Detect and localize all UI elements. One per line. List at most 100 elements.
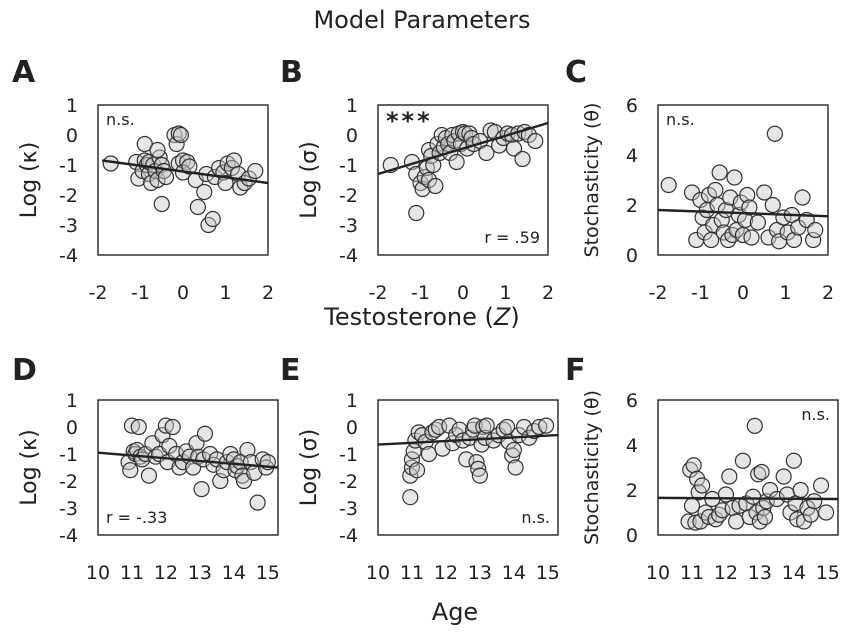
- x-tick-label: 14: [222, 562, 246, 584]
- y-tick-label: 2: [626, 480, 638, 502]
- data-point: [683, 497, 701, 514]
- x-tick-label: 0: [457, 282, 469, 304]
- regression-line: [377, 433, 559, 446]
- data-point: [225, 152, 243, 169]
- data-point: [692, 191, 709, 209]
- data-point: [448, 153, 465, 171]
- data-point: [217, 174, 234, 192]
- data-point: [538, 417, 555, 434]
- y-tick-label: -3: [59, 215, 78, 237]
- regression-line: [657, 496, 839, 501]
- data-point: [753, 463, 770, 481]
- data-point: [189, 198, 206, 216]
- x-tick-label: 14: [502, 562, 526, 584]
- plot-frame: [657, 399, 839, 536]
- plot-frame: [657, 104, 829, 256]
- data-point: [711, 164, 728, 181]
- data-point: [427, 177, 444, 195]
- significance-label: n.s.: [106, 110, 135, 129]
- x-axis-label-part: Z: [493, 303, 511, 331]
- x-tick-label: -2: [89, 282, 108, 304]
- y-tick-label: 0: [626, 245, 638, 267]
- x-tick-label: 2: [262, 282, 274, 304]
- data-point: [153, 195, 170, 213]
- figure-title: Model Parameters: [313, 6, 530, 34]
- x-tick-label: 13: [468, 562, 492, 584]
- data-point: [739, 186, 756, 204]
- plot-frame: [377, 399, 559, 536]
- significance-label: n.s.: [521, 508, 550, 527]
- x-tick-label: 11: [680, 562, 704, 584]
- y-tick-label: -2: [339, 185, 358, 207]
- data-point: [181, 158, 198, 175]
- data-point: [149, 141, 166, 159]
- data-point: [161, 437, 178, 454]
- x-tick-label: 10: [366, 562, 390, 584]
- data-point: [247, 162, 264, 180]
- data-point: [802, 506, 819, 523]
- x-tick-label: 13: [188, 562, 212, 584]
- x-axis-label-testosterone: Testosterone (Z): [323, 303, 519, 331]
- data-point: [510, 427, 528, 444]
- x-axis-label-age: Age: [432, 598, 478, 626]
- y-tick-label: 1: [346, 390, 358, 412]
- x-tick-label: -2: [369, 282, 388, 304]
- data-point: [172, 126, 189, 144]
- data-point: [746, 417, 763, 434]
- y-tick-label: -3: [339, 215, 358, 237]
- y-tick-label: 1: [66, 390, 78, 412]
- panel-letter: C: [565, 55, 587, 90]
- significance-stars: ***: [386, 107, 433, 135]
- data-point: [807, 221, 824, 239]
- x-tick-label: 12: [434, 562, 458, 584]
- x-tick-label: 2: [822, 282, 834, 304]
- x-tick-label: 1: [779, 282, 791, 304]
- data-point: [249, 494, 266, 511]
- y-tick-label: -3: [339, 498, 358, 520]
- x-tick-label: 15: [536, 562, 560, 584]
- data-point: [431, 418, 448, 436]
- y-tick-label: -1: [339, 155, 358, 177]
- y-tick-label: 4: [626, 145, 638, 167]
- data-point: [707, 181, 724, 199]
- data-point: [756, 508, 774, 526]
- plot-frame: [377, 104, 549, 256]
- y-tick-label: 0: [66, 417, 78, 439]
- x-tick-label: 12: [714, 562, 738, 584]
- y-tick-label: -1: [339, 444, 358, 466]
- x-tick-label: 10: [646, 562, 670, 584]
- y-tick-label: 4: [626, 435, 638, 457]
- significance-label: n.s.: [801, 405, 830, 424]
- data-point: [818, 504, 835, 521]
- data-point: [458, 451, 475, 468]
- data-point: [680, 513, 697, 530]
- data-point: [514, 150, 531, 168]
- data-point: [785, 452, 802, 469]
- data-point: [726, 169, 743, 186]
- y-tick-label: 0: [346, 125, 358, 147]
- x-tick-label: 13: [748, 562, 772, 584]
- y-tick-label: 0: [626, 525, 638, 547]
- data-point: [239, 441, 256, 459]
- x-tick-label: 1: [499, 282, 511, 304]
- y-tick-label: -4: [59, 245, 78, 267]
- data-point: [157, 168, 175, 186]
- y-tick-label: -1: [59, 444, 78, 466]
- y-axis-label: Log (σ): [297, 429, 322, 506]
- panel-letter: D: [12, 353, 37, 388]
- significance-label: n.s.: [666, 110, 695, 129]
- data-point: [193, 481, 210, 498]
- x-tick-label: 1: [219, 282, 231, 304]
- data-point: [738, 495, 755, 512]
- y-axis-label: Stochasticity (θ): [581, 103, 603, 258]
- correlation-label: r = .59: [484, 228, 540, 247]
- x-tick-label: 10: [86, 562, 110, 584]
- data-point: [795, 513, 813, 530]
- data-point: [130, 418, 147, 436]
- data-point: [792, 481, 809, 499]
- panel-letter: E: [280, 353, 301, 388]
- data-point: [764, 196, 781, 214]
- data-point: [408, 462, 426, 479]
